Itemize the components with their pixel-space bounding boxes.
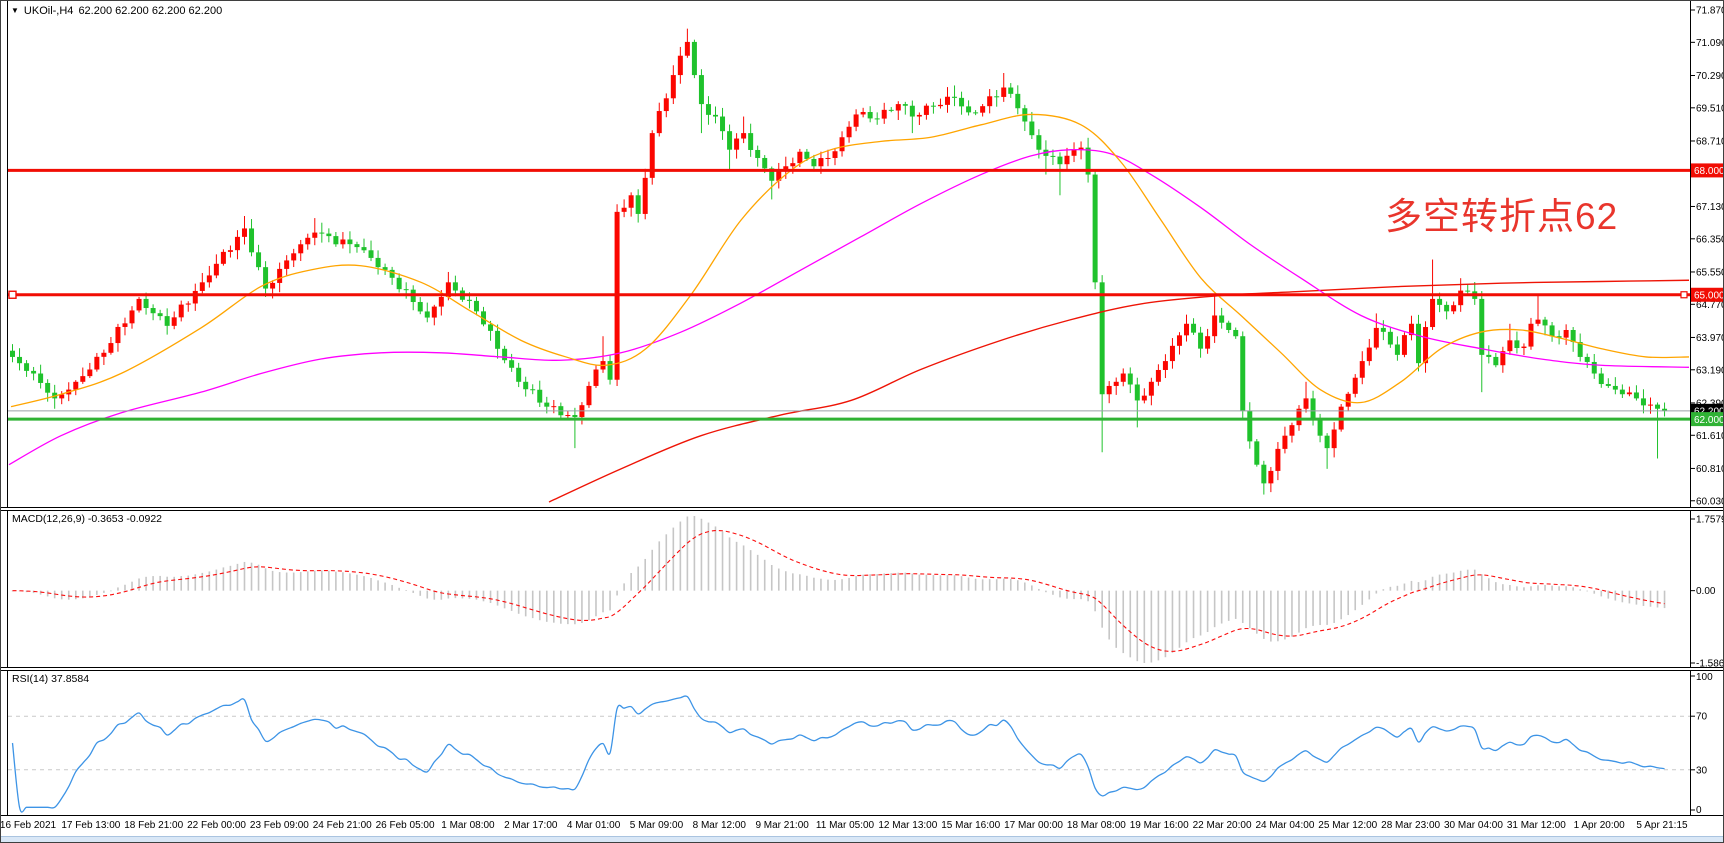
panel-splitter[interactable] — [1, 508, 1723, 510]
time-label: 16 Feb 2021 — [1, 820, 57, 831]
price-tick-label: 63.190 — [1696, 365, 1723, 376]
time-label: 17 Mar 00:00 — [1004, 820, 1063, 831]
rsi-panel: RSI(14) 37.8584 100 70 30 0 — [1, 670, 1723, 816]
price-tick-label: 70.290 — [1696, 71, 1723, 82]
time-label: 9 Mar 21:00 — [755, 820, 809, 831]
price-tick-label: 68.710 — [1696, 136, 1723, 147]
hline-65000-handle[interactable] — [8, 290, 17, 299]
time-label: 22 Mar 20:00 — [1192, 820, 1252, 831]
ma-fast-orange-line[interactable] — [10, 113, 1690, 408]
price-tick-label: 65.550 — [1696, 267, 1723, 278]
price-tick-label: 71.870 — [1696, 6, 1723, 17]
macd-signal-line — [12, 529, 1665, 652]
badge-65000-handle[interactable] — [1680, 291, 1688, 299]
ma-slow-red-line[interactable] — [548, 279, 1690, 503]
rsi-label: RSI(14) 37.8584 — [12, 673, 90, 685]
time-label: 15 Mar 16:00 — [941, 820, 1001, 831]
price-tick-label: 69.510 — [1696, 103, 1723, 114]
price-tick-label: 64.770 — [1696, 300, 1723, 311]
candles — [10, 28, 1668, 495]
ohlc-quotes: 62.200 62.200 62.200 62.200 — [78, 5, 223, 17]
rsi-tick-label: 100 — [1696, 672, 1713, 683]
rsi-tick-label: 0 — [1696, 805, 1702, 816]
moving-averages — [8, 113, 1690, 503]
time-label: 28 Mar 23:00 — [1381, 820, 1441, 831]
price-tick-label: 60.030 — [1696, 496, 1723, 507]
time-label: 1 Mar 08:00 — [441, 820, 495, 831]
price-tick-label: 66.350 — [1696, 234, 1723, 245]
time-label: 8 Mar 12:00 — [692, 820, 746, 831]
chart-title: ▼ UKOil-,H4 62.200 62.200 62.200 62.200 — [11, 5, 222, 17]
ma-mid-magenta-line[interactable] — [8, 148, 1690, 466]
badge-68000 — [1691, 163, 1723, 178]
time-label: 24 Feb 21:00 — [312, 820, 372, 831]
macd-label: MACD(12,26,9) -0.3653 -0.0922 — [12, 513, 162, 525]
price-tick-label: 61.610 — [1696, 431, 1723, 442]
time-label: 31 Mar 12:00 — [1506, 820, 1566, 831]
time-label: 18 Mar 08:00 — [1066, 820, 1126, 831]
time-label: 11 Mar 05:00 — [815, 820, 875, 831]
time-label: 18 Feb 21:00 — [124, 820, 184, 831]
chart-dropdown-icon[interactable]: ▼ — [11, 6, 19, 15]
rsi-line — [11, 695, 1665, 813]
time-label: 23 Feb 09:00 — [249, 820, 309, 831]
time-label: 5 Apr 21:15 — [1636, 820, 1688, 831]
macd-canvas[interactable]: 1.7579 0.00 -1.5867 — [1, 510, 1723, 668]
panel-splitter[interactable] — [1, 668, 1723, 670]
badge-65000 — [1691, 287, 1723, 302]
price-tick-label: 71.090 — [1696, 38, 1723, 49]
time-label: 25 Mar 12:00 — [1318, 820, 1378, 831]
badge-65000-label: 65.000 — [1694, 291, 1723, 302]
price-tick-label: 63.970 — [1696, 333, 1723, 344]
rsi-canvas[interactable]: 100 70 30 0 — [1, 670, 1723, 816]
main-chart-canvas[interactable]: 71.87071.09070.29069.51068.71067.93067.1… — [1, 1, 1723, 508]
time-label: 2 Mar 17:00 — [504, 820, 558, 831]
time-axis[interactable]: 16 Feb 2021 17 Feb 13:00 18 Feb 21:00 22 Fe… — [1, 816, 1723, 836]
time-label: 17 Feb 13:00 — [61, 820, 121, 831]
time-label: 4 Mar 01:00 — [566, 820, 621, 831]
time-label: 22 Feb 00:00 — [187, 820, 246, 831]
window-bottom-strip — [1, 836, 1723, 842]
main-chart-panel: ▼ UKOil-,H4 62.200 62.200 62.200 62.200 … — [1, 1, 1723, 508]
time-label: 24 Mar 04:00 — [1255, 820, 1315, 831]
annotation-text: 多空转折点62 — [1385, 196, 1619, 237]
badge-62000 — [1691, 412, 1723, 427]
rsi-tick-label: 30 — [1696, 765, 1708, 776]
badge-68000-label: 68.000 — [1694, 166, 1723, 177]
time-label: 5 Mar 09:00 — [629, 820, 684, 831]
time-label: 1 Apr 20:00 — [1573, 820, 1625, 831]
symbol-period-label: UKOil-,H4 — [23, 5, 74, 17]
time-label: 19 Mar 16:00 — [1129, 820, 1189, 831]
price-tick-label: 60.810 — [1696, 464, 1723, 475]
macd-tick-label: 0.00 — [1696, 586, 1716, 597]
macd-panel: MACD(12,26,9) -0.3653 -0.0922 1.7579 0.00… — [1, 510, 1723, 668]
time-label: 12 Mar 13:00 — [878, 820, 938, 831]
badge-62000-label: 62.000 — [1694, 415, 1723, 426]
macd-histogram — [11, 516, 1666, 663]
time-label: 26 Feb 05:00 — [375, 820, 435, 831]
rsi-tick-label: 70 — [1696, 712, 1708, 723]
price-tick-label: 67.130 — [1696, 202, 1723, 213]
time-label: 30 Mar 04:00 — [1443, 820, 1503, 831]
macd-tick-label: 1.7579 — [1696, 515, 1723, 526]
macd-tick-label: -1.5867 — [1696, 659, 1723, 669]
